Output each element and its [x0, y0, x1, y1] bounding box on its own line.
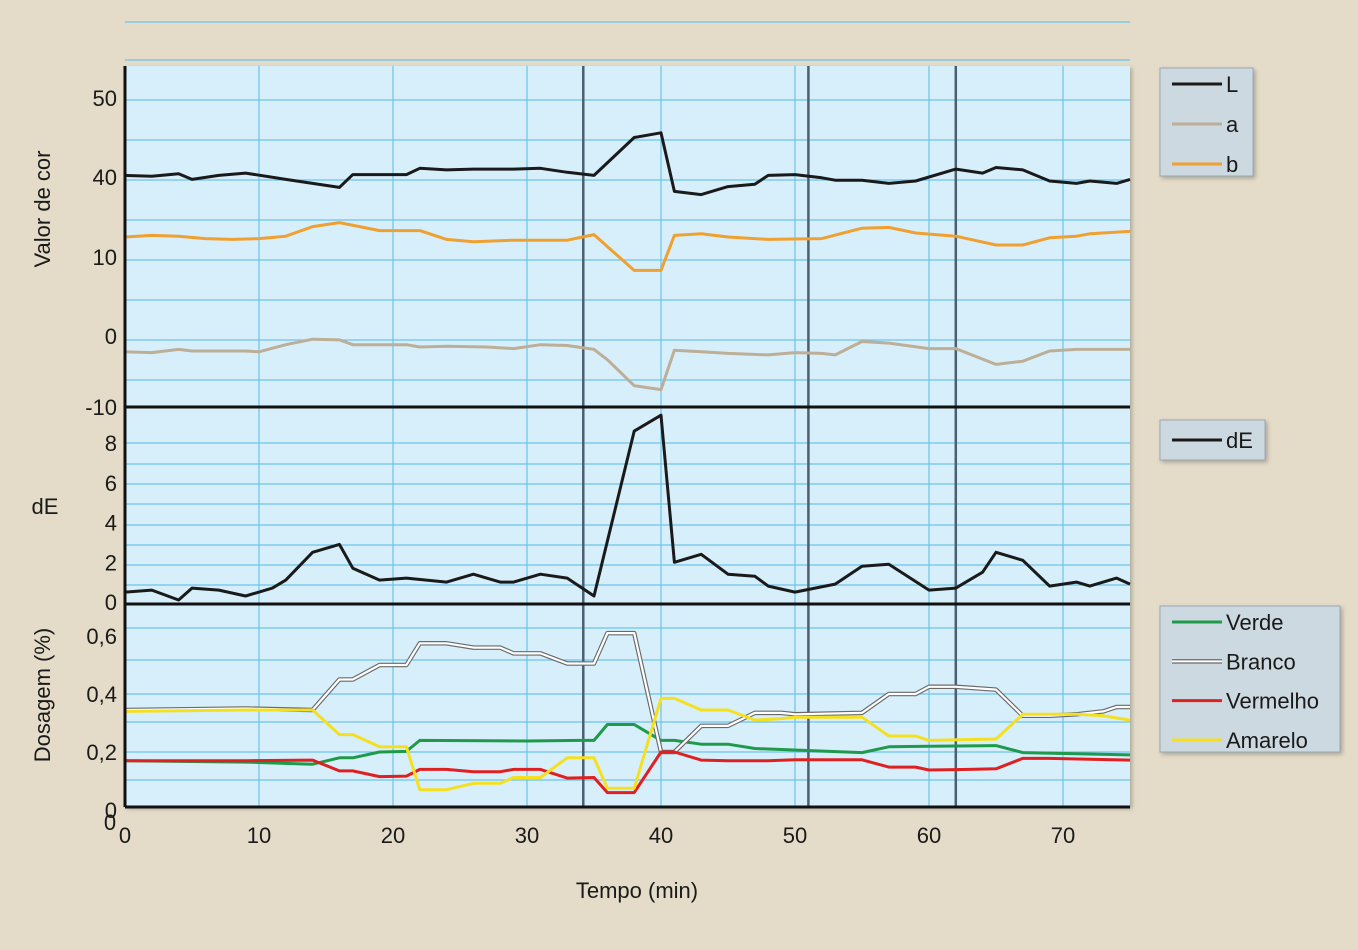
- x-tick-label: 70: [1051, 823, 1075, 848]
- y-axis-title: Valor de cor: [30, 151, 55, 268]
- legend-label: a: [1226, 112, 1239, 137]
- series-l-line: [124, 131, 1131, 197]
- y-tick-label: 6: [105, 471, 117, 496]
- series-verde-line: [124, 723, 1131, 766]
- legend-label: b: [1226, 152, 1238, 177]
- legend-label: L: [1226, 72, 1238, 97]
- bottom-zero-label: 0: [104, 810, 116, 835]
- x-tick-label: 30: [515, 823, 539, 848]
- legend-label: dE: [1226, 428, 1253, 453]
- legend-label: Branco: [1226, 649, 1296, 674]
- x-tick-label: 20: [381, 823, 405, 848]
- series-b-line: [124, 221, 1131, 272]
- legends: Lab dE Verde Branco Vermelho Amarelo: [1159, 67, 1341, 753]
- legend-box: [1159, 67, 1254, 177]
- grid-lines: [125, 21, 1130, 807]
- y-tick-label: 2: [105, 550, 117, 575]
- series-layer: [124, 131, 1131, 795]
- x-tick-label: 50: [783, 823, 807, 848]
- y-tick-label: 0,6: [86, 624, 117, 649]
- legend-dosagem: Verde Branco Vermelho Amarelo: [1159, 605, 1341, 753]
- plot-frame: [123, 66, 1130, 809]
- y-axis-title: dE: [32, 494, 59, 519]
- y-tick-label: 0,4: [86, 682, 117, 707]
- series-vermelho-line: [125, 750, 1131, 795]
- x-axis-title: Tempo (min): [576, 878, 698, 903]
- y-tick-label: 8: [105, 431, 117, 456]
- plot-area: [125, 66, 1130, 807]
- legend-color: Lab: [1159, 67, 1254, 177]
- y-tick-label: 0: [105, 324, 117, 349]
- y-axis-title: Dosagem (%): [30, 628, 55, 762]
- legend-label: Amarelo: [1226, 728, 1308, 753]
- y-tick-label: 4: [105, 511, 117, 536]
- legend-box: [1159, 605, 1341, 753]
- legend-label: Verde: [1226, 610, 1284, 635]
- x-tick-label: 0: [119, 823, 131, 848]
- x-tick-label: 40: [649, 823, 673, 848]
- series-amarelo-line: [124, 696, 1131, 792]
- y-tick-label: 0: [105, 590, 117, 615]
- y-tick-label: 40: [93, 165, 117, 190]
- y-tick-label: -10: [85, 395, 117, 420]
- y-tick-label: 50: [93, 86, 117, 111]
- series-a-line: [124, 337, 1130, 392]
- legend-dE: dE: [1159, 419, 1266, 461]
- series-de-line: [124, 413, 1131, 602]
- x-tick-label: 60: [917, 823, 941, 848]
- plot-background: [125, 66, 1130, 807]
- y-tick-label: 0: [105, 798, 117, 823]
- legend-label: Vermelho: [1226, 689, 1319, 714]
- x-tick-label: 10: [247, 823, 271, 848]
- y-tick-label: 10: [93, 245, 117, 270]
- y-tick-label: 0,2: [86, 740, 117, 765]
